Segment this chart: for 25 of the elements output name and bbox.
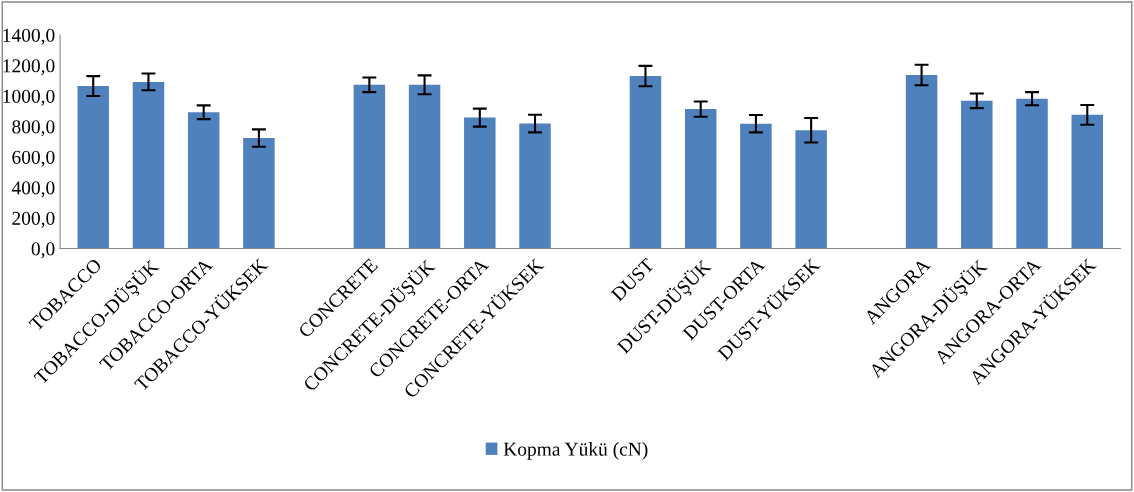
bar xyxy=(740,123,772,249)
bar xyxy=(353,84,386,249)
bar xyxy=(408,84,441,249)
y-tick-label: 1200,0 xyxy=(3,59,55,76)
y-tick-label: 1000,0 xyxy=(3,89,55,106)
y-tick-label: 1400,0 xyxy=(3,28,55,45)
bar xyxy=(187,112,220,249)
bar xyxy=(629,76,662,249)
bar xyxy=(961,100,993,249)
y-tick-label: 800,0 xyxy=(12,120,55,137)
bar xyxy=(132,81,165,249)
bar xyxy=(464,117,496,249)
bar xyxy=(1016,98,1048,249)
y-tick-label: 600,0 xyxy=(12,150,55,167)
bar xyxy=(243,138,275,249)
bar xyxy=(519,123,551,249)
bar xyxy=(795,130,827,249)
y-tick-label: 400,0 xyxy=(11,181,55,198)
legend-label: Kopma Yükü (cN) xyxy=(503,442,648,460)
bar xyxy=(77,86,109,249)
y-tick-label: 200,0 xyxy=(12,211,55,228)
bar xyxy=(1071,114,1103,249)
bar xyxy=(684,109,717,249)
y-tick-label: 0,0 xyxy=(31,242,55,259)
bar xyxy=(905,75,938,249)
